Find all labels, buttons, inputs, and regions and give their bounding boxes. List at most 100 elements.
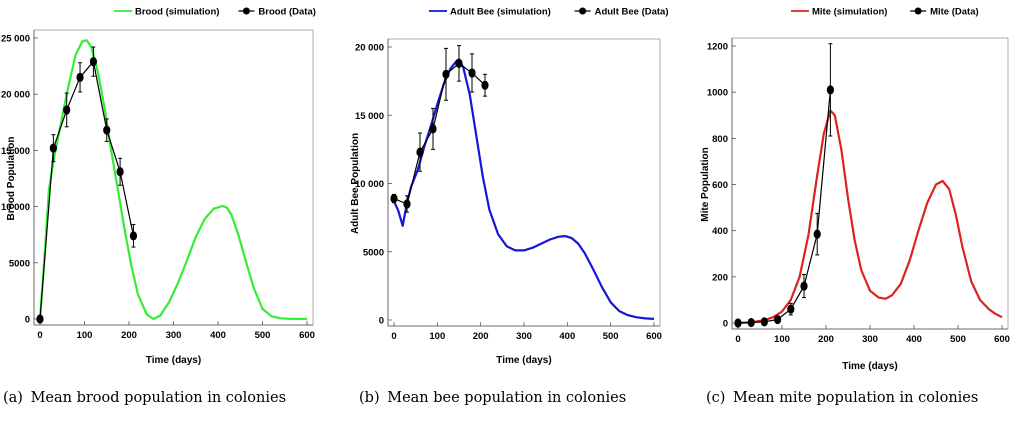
x-tick-label: 0 <box>735 334 740 345</box>
caption-text: Mean bee population in colonies <box>387 390 627 406</box>
x-tick-label: 200 <box>473 331 489 342</box>
data-point <box>49 143 57 153</box>
x-tick-label: 200 <box>121 330 137 341</box>
legend-label-simulation: Brood (simulation) <box>135 7 219 18</box>
x-tick-label: 0 <box>391 331 396 342</box>
x-tick-label: 0 <box>37 330 42 341</box>
y-tick-label: 0 <box>25 315 30 326</box>
x-tick-label: 100 <box>774 334 790 345</box>
data-point <box>774 314 782 325</box>
y-tick-label: 10 000 <box>355 179 384 190</box>
data-point <box>390 193 398 204</box>
y-axis-label: Brood Population <box>6 137 17 221</box>
data-line <box>393 62 486 205</box>
y-tick-label: 10 000 <box>1 202 30 213</box>
y-tick-label: 200 <box>712 272 728 283</box>
y-axis-label: Mite Population <box>700 147 711 221</box>
caption-mite: (c) Mean mite population in colonies <box>706 390 1006 407</box>
chart-brood: Brood (simulation) Brood (Data) 0 100 200 300… <box>1 7 316 367</box>
data-point <box>481 80 489 90</box>
legend-label-data: Mite (Data) <box>930 7 979 18</box>
caption-tag: (c) <box>706 390 726 406</box>
x-tick-label: 400 <box>210 330 226 341</box>
caption-text: Mean mite population in colonies <box>733 390 979 406</box>
chart-panel-adult-bee: Adult Bee (simulation) Adult Bee (Data) 0 1… <box>337 0 674 434</box>
chart-panel-mite: Mite (simulation) Mite (Data) 0 100 200 300 40… <box>674 0 1011 434</box>
x-tick-label: 400 <box>559 331 575 342</box>
x-tick-label: 200 <box>818 334 834 345</box>
caption-brood: (a) Mean brood population in colonies <box>3 390 311 407</box>
data-point <box>116 167 124 177</box>
data-point <box>429 124 437 134</box>
x-tick-label: 600 <box>299 330 315 341</box>
data-line <box>39 60 134 320</box>
data-point <box>800 281 808 291</box>
data-point <box>103 125 111 135</box>
x-axis-label: Time (days) <box>146 355 201 366</box>
y-tick-label: 1200 <box>707 42 728 53</box>
chart-mite: Mite (simulation) Mite (Data) 0 100 200 300 40… <box>700 7 1010 373</box>
x-tick-label: 300 <box>516 331 532 342</box>
x-tick-label: 400 <box>906 334 922 345</box>
y-tick-label: 20 000 <box>355 43 384 54</box>
data-point <box>76 72 84 82</box>
legend-label-data: Brood (Data) <box>258 7 316 18</box>
data-point <box>455 58 463 68</box>
caption-text: Mean brood population in colonies <box>30 390 287 406</box>
data-point <box>442 69 450 79</box>
y-tick-label: 5000 <box>363 247 384 258</box>
data-point <box>36 314 44 324</box>
x-axis-label: Time (days) <box>842 361 897 372</box>
axes: 0 100 200 300 400 500 600 0 5000 10 000 15 000 20 0… <box>1 30 315 366</box>
data-point <box>129 231 138 241</box>
legend-label-simulation: Mite (simulation) <box>812 7 887 18</box>
caption-tag: (a) <box>3 390 23 406</box>
y-tick-label: 600 <box>712 180 728 191</box>
x-tick-label: 600 <box>994 334 1010 345</box>
plot-frame <box>387 38 661 327</box>
plot-frame <box>33 29 314 326</box>
caption-tag: (b) <box>359 390 380 406</box>
x-tick-label: 500 <box>603 331 619 342</box>
y-tick-label: 15 000 <box>355 111 384 122</box>
simulation-line <box>38 39 308 321</box>
legend: Mite (simulation) Mite (Data) <box>791 7 979 18</box>
x-tick-label: 500 <box>255 330 271 341</box>
y-tick-label: 5000 <box>9 258 30 269</box>
x-tick-label: 300 <box>862 334 878 345</box>
x-tick-label: 600 <box>646 331 662 342</box>
data-point <box>760 317 768 327</box>
x-tick-label: 300 <box>166 330 182 341</box>
x-axis-label: Time (days) <box>496 355 551 366</box>
legend: Adult Bee (simulation) Adult Bee (Data) <box>429 7 669 18</box>
legend-marker-data <box>579 7 587 15</box>
y-tick-label: 1000 <box>707 88 728 99</box>
caption-adult-bee: (b) Mean bee population in colonies <box>359 390 657 407</box>
legend: Brood (simulation) Brood (Data) <box>114 7 316 18</box>
axes: 0 100 200 300 400 500 600 0 200 400 600 800 1000 1200… <box>700 38 1010 372</box>
y-tick-label: 25 000 <box>1 34 30 45</box>
data-point <box>416 147 424 157</box>
y-tick-label: 800 <box>712 134 728 145</box>
legend-label-data: Adult Bee (Data) <box>595 7 669 18</box>
chart-panel-brood: Brood (simulation) Brood (Data) 0 100 200 300… <box>0 0 337 434</box>
chart-adult-bee: Adult Bee (simulation) Adult Bee (Data) 0 1… <box>350 7 669 367</box>
x-tick-label: 500 <box>950 334 966 345</box>
y-axis-label: Adult Bee Population <box>350 133 361 234</box>
y-tick-label: 0 <box>379 316 384 327</box>
axes: 0 100 200 300 400 500 600 0 5000 10 000 15 000 20 0… <box>350 39 662 366</box>
data-point <box>403 199 411 209</box>
data-point <box>63 105 71 115</box>
plot-frame <box>731 37 1009 330</box>
data-point <box>813 229 821 239</box>
data-point <box>787 304 795 314</box>
x-tick-label: 100 <box>77 330 93 341</box>
data-point <box>89 57 97 67</box>
y-tick-label: 0 <box>723 319 728 330</box>
y-tick-label: 15 000 <box>1 146 30 157</box>
data-point <box>468 68 476 78</box>
y-tick-label: 20 000 <box>1 90 30 101</box>
legend-marker-data <box>242 7 250 15</box>
simulation-line <box>737 109 1003 325</box>
data-line <box>737 89 831 324</box>
